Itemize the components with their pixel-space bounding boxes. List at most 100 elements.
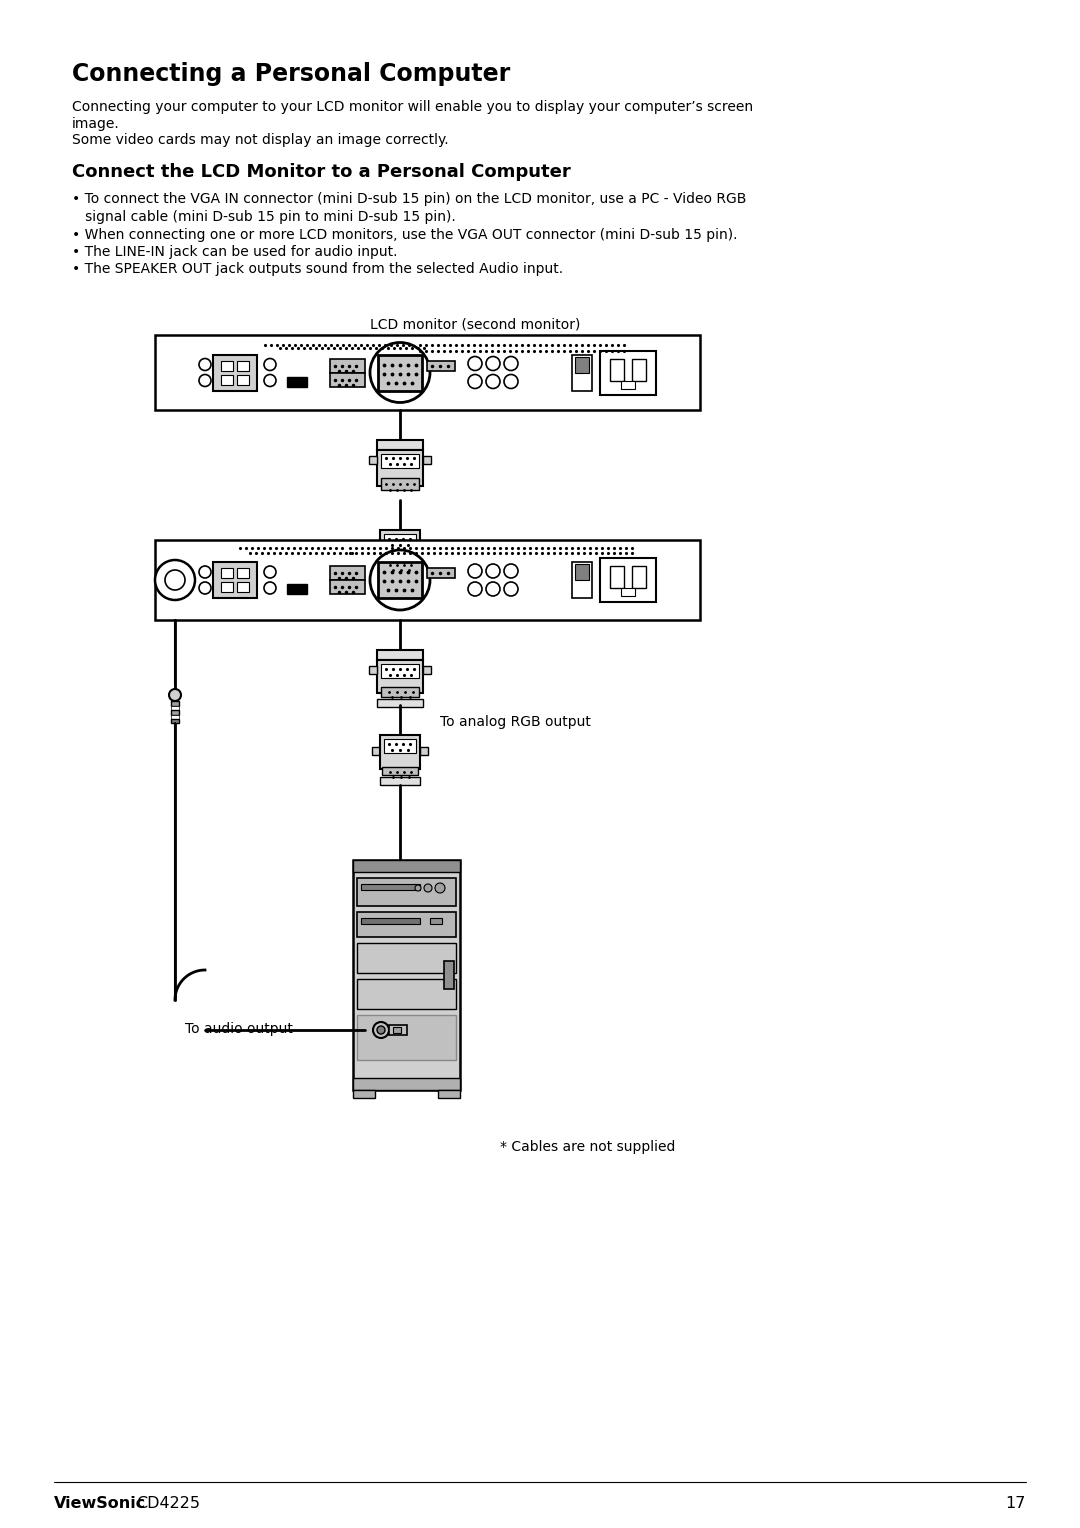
Text: To analog RGB output: To analog RGB output (440, 715, 591, 729)
Circle shape (156, 559, 195, 601)
Bar (575, 356, 589, 373)
Bar (369, 666, 377, 674)
Text: Connecting a Personal Computer: Connecting a Personal Computer (72, 63, 510, 86)
Bar (330, 581, 365, 594)
Bar (156, 335, 700, 410)
Circle shape (486, 356, 500, 370)
Circle shape (199, 565, 211, 578)
Bar (378, 354, 422, 391)
Bar (575, 564, 589, 581)
Text: • The SPEAKER OUT jack outputs sound from the selected Audio input.: • The SPEAKER OUT jack outputs sound fro… (72, 261, 563, 277)
Circle shape (373, 1022, 389, 1038)
Bar (372, 542, 380, 550)
Bar (372, 747, 380, 755)
Bar (427, 361, 455, 370)
Bar (353, 1089, 375, 1099)
Text: • To connect the VGA IN connector (mini D-sub 15 pin) on the LCD monitor, use a : • To connect the VGA IN connector (mini … (72, 193, 746, 206)
Bar (287, 376, 307, 387)
Bar (382, 561, 418, 568)
Bar (353, 860, 460, 1089)
Circle shape (504, 564, 518, 578)
Bar (632, 565, 646, 588)
Bar (572, 562, 592, 597)
Bar (377, 451, 423, 486)
Bar (237, 568, 249, 578)
Bar (171, 720, 179, 723)
Bar (213, 354, 257, 391)
Bar (377, 660, 423, 694)
Bar (377, 649, 423, 660)
Bar (330, 373, 365, 387)
Circle shape (199, 582, 211, 594)
Bar (381, 454, 419, 468)
Bar (171, 706, 179, 711)
Bar (237, 361, 249, 370)
Bar (221, 568, 233, 578)
Bar (156, 539, 700, 620)
Bar (357, 979, 456, 1008)
Bar (357, 1015, 456, 1060)
Circle shape (504, 374, 518, 388)
Text: * Cables are not supplied: * Cables are not supplied (500, 1140, 675, 1154)
Circle shape (264, 582, 276, 594)
Bar (444, 961, 454, 989)
Text: signal cable (mini D-sub 15 pin to mini D-sub 15 pin).: signal cable (mini D-sub 15 pin to mini … (72, 209, 456, 225)
Bar (369, 455, 377, 465)
Bar (171, 715, 179, 720)
Circle shape (377, 1025, 384, 1034)
Text: Connecting your computer to your LCD monitor will enable you to display your com: Connecting your computer to your LCD mon… (72, 99, 753, 115)
Circle shape (468, 582, 482, 596)
Text: 17: 17 (1005, 1496, 1026, 1511)
Bar (381, 688, 419, 697)
Bar (361, 885, 420, 889)
Text: CD4225: CD4225 (136, 1496, 200, 1511)
Bar (600, 350, 656, 394)
Circle shape (486, 374, 500, 388)
Circle shape (264, 359, 276, 370)
Bar (389, 1025, 407, 1034)
Bar (357, 912, 456, 937)
Text: To audio output: To audio output (185, 1022, 293, 1036)
Bar (621, 380, 635, 388)
Bar (420, 747, 428, 755)
Text: image.: image. (72, 118, 120, 131)
Bar (330, 565, 365, 581)
Bar (438, 1089, 460, 1099)
Circle shape (264, 374, 276, 387)
Circle shape (370, 342, 430, 402)
Text: ViewSonic: ViewSonic (54, 1496, 146, 1511)
Bar (171, 711, 179, 715)
Circle shape (199, 374, 211, 387)
Circle shape (486, 564, 500, 578)
Bar (357, 879, 456, 906)
Circle shape (504, 356, 518, 370)
Circle shape (370, 550, 430, 610)
Circle shape (504, 582, 518, 596)
Bar (377, 440, 423, 451)
Bar (380, 573, 420, 585)
Circle shape (486, 582, 500, 596)
Circle shape (468, 374, 482, 388)
Bar (423, 455, 431, 465)
Bar (430, 918, 442, 924)
Text: • The LINE-IN jack can be used for audio input.: • The LINE-IN jack can be used for audio… (72, 244, 397, 260)
Bar (378, 562, 422, 597)
Bar (621, 588, 635, 596)
Bar (427, 568, 455, 578)
Bar (423, 666, 431, 674)
Circle shape (435, 883, 445, 892)
Bar (420, 542, 428, 550)
Bar (600, 558, 656, 602)
Bar (221, 361, 233, 370)
Bar (237, 374, 249, 385)
Circle shape (168, 689, 181, 701)
Circle shape (415, 885, 421, 891)
Text: Some video cards may not display an image correctly.: Some video cards may not display an imag… (72, 133, 448, 147)
Bar (382, 767, 418, 775)
Bar (393, 1027, 401, 1033)
Circle shape (165, 570, 185, 590)
Bar (632, 359, 646, 380)
Bar (357, 943, 456, 973)
Bar (381, 665, 419, 678)
Bar (380, 530, 420, 565)
